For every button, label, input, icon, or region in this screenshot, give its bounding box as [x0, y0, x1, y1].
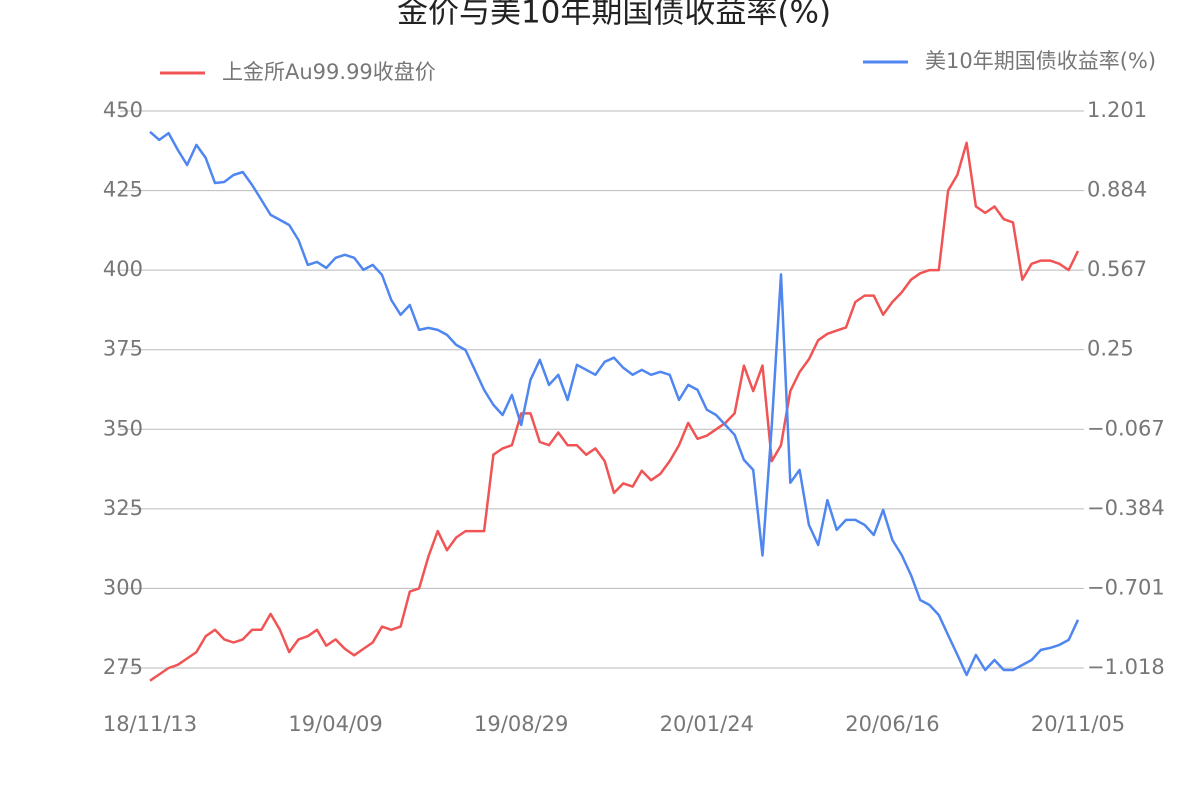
y2-tick-label: 0.884	[1087, 178, 1147, 202]
y-tick-label: 400	[103, 257, 143, 281]
y-tick-label: 375	[103, 337, 143, 361]
legend-label: 美10年期国债收益率(%)	[925, 49, 1156, 73]
y2-tick-label: 0.25	[1087, 337, 1134, 361]
x-tick-label: 20/01/24	[660, 712, 754, 736]
x-tick-label: 18/11/13	[103, 712, 197, 736]
y-tick-label: 350	[103, 416, 143, 440]
x-tick-label: 20/06/16	[845, 712, 939, 736]
y-tick-label: 425	[103, 178, 143, 202]
x-tick-label: 19/04/09	[288, 712, 382, 736]
y-tick-label: 325	[103, 496, 143, 520]
y2-tick-label: −0.701	[1087, 575, 1165, 599]
x-tick-label: 19/08/29	[474, 712, 568, 736]
y-tick-label: 450	[103, 98, 143, 122]
y2-tick-label: −0.384	[1087, 496, 1165, 520]
legend-label: 上金所Au99.99收盘价	[222, 60, 436, 84]
y-tick-label: 275	[103, 655, 143, 679]
series-line	[149, 141, 1080, 682]
series-line	[149, 130, 1080, 677]
x-tick-label: 20/11/05	[1031, 712, 1125, 736]
y2-tick-label: −0.067	[1087, 416, 1165, 440]
y2-tick-label: 0.567	[1087, 257, 1147, 281]
y-tick-label: 300	[103, 575, 143, 599]
chart-title: 金价与美10年期国债收益率(%)	[397, 0, 831, 31]
y2-tick-label: −1.018	[1087, 655, 1165, 679]
y2-tick-label: 1.201	[1087, 98, 1147, 122]
